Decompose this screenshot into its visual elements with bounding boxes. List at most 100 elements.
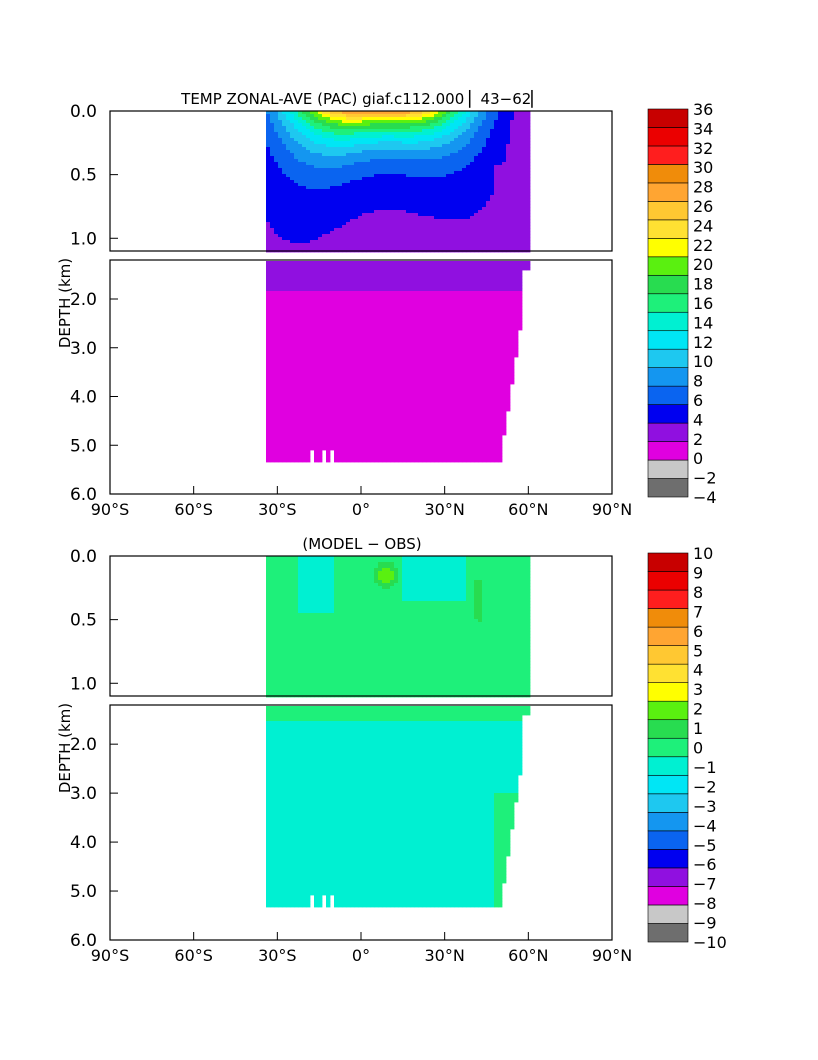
- field-cell: [302, 192, 307, 196]
- field-cell: [290, 342, 295, 346]
- field-cell: [286, 450, 291, 454]
- field-cell: [394, 435, 399, 439]
- field-cell: [314, 417, 319, 421]
- field-cell: [354, 213, 359, 217]
- field-cell: [382, 228, 387, 232]
- field-cell: [438, 270, 443, 274]
- field-cell: [406, 243, 411, 247]
- field-cell: [426, 438, 431, 442]
- field-cell: [314, 234, 319, 238]
- field-cell: [362, 390, 367, 394]
- field-cell: [410, 228, 415, 232]
- field-cell: [338, 192, 343, 196]
- field-cell: [390, 309, 395, 313]
- field-cell: [270, 447, 275, 451]
- field-cell: [342, 393, 347, 397]
- field-cell: [306, 111, 311, 115]
- field-cell: [410, 345, 415, 349]
- field-cell: [366, 267, 371, 271]
- field-cell: [310, 333, 315, 337]
- field-cell: [366, 414, 371, 418]
- field-cell: [302, 315, 307, 319]
- field-cell: [394, 162, 399, 166]
- field-cell: [362, 372, 367, 376]
- field-cell: [422, 267, 427, 271]
- field-cell: [438, 378, 443, 382]
- field-cell: [398, 288, 403, 292]
- field-cell: [410, 123, 415, 127]
- field-cell: [398, 228, 403, 232]
- field-cell: [326, 327, 331, 331]
- field-cell: [326, 207, 331, 211]
- field-cell: [302, 408, 307, 412]
- field-cell: [390, 423, 395, 427]
- field-cell: [374, 270, 379, 274]
- field-cell: [342, 126, 347, 130]
- field-cell: [346, 207, 351, 211]
- field-cell: [342, 183, 347, 187]
- field-cell: [306, 432, 311, 436]
- field-cell: [386, 234, 391, 238]
- field-cell: [418, 114, 423, 118]
- field-cell: [326, 156, 331, 160]
- field-cell: [390, 282, 395, 286]
- field-cell: [402, 174, 407, 178]
- field-cell: [290, 444, 295, 448]
- field-cell: [414, 366, 419, 370]
- field-cell: [266, 165, 271, 169]
- field-cell: [318, 339, 323, 343]
- field-cell: [342, 216, 347, 220]
- field-cell: [274, 210, 279, 214]
- field-cell: [318, 162, 323, 166]
- field-cell: [410, 210, 415, 214]
- field-cell: [418, 408, 423, 412]
- field-cell: [346, 387, 351, 391]
- field-cell: [438, 168, 443, 172]
- field-cell: [366, 303, 371, 307]
- field-cell: [326, 378, 331, 382]
- field-cell: [270, 279, 275, 283]
- field-cell: [282, 222, 287, 226]
- field-cell: [410, 288, 415, 292]
- field-cell: [322, 327, 327, 331]
- field-cell: [326, 189, 331, 193]
- field-cell: [350, 135, 355, 139]
- field-cell: [362, 333, 367, 337]
- field-cell: [306, 147, 311, 151]
- field-cell: [390, 219, 395, 223]
- field-cell: [422, 372, 427, 376]
- field-cell: [422, 129, 427, 133]
- field-cell: [302, 195, 307, 199]
- field-cell: [390, 273, 395, 277]
- field-cell: [290, 231, 295, 235]
- field-cell: [378, 300, 383, 304]
- field-cell: [434, 270, 439, 274]
- field-cell: [306, 159, 311, 163]
- field-cell: [294, 144, 299, 148]
- field-cell: [334, 441, 339, 445]
- field-cell: [398, 294, 403, 298]
- field-cell: [386, 138, 391, 142]
- field-cell: [398, 426, 403, 430]
- field-cell: [370, 246, 375, 250]
- field-cell: [350, 411, 355, 415]
- field-cell: [402, 381, 407, 385]
- field-cell: [278, 330, 283, 334]
- field-cell: [338, 270, 343, 274]
- field-cell: [266, 324, 271, 328]
- field-cell: [310, 360, 315, 364]
- field-cell: [342, 411, 347, 415]
- field-cell: [406, 180, 411, 184]
- field-cell: [422, 456, 427, 460]
- field-cell: [282, 393, 287, 397]
- field-cell: [426, 198, 431, 202]
- field-cell: [398, 279, 403, 283]
- field-cell: [390, 165, 395, 169]
- field-cell: [282, 234, 287, 238]
- field-cell: [302, 135, 307, 139]
- field-cell: [386, 342, 391, 346]
- field-cell: [350, 378, 355, 382]
- field-cell: [270, 423, 275, 427]
- field-cell: [314, 327, 319, 331]
- field-cell: [382, 180, 387, 184]
